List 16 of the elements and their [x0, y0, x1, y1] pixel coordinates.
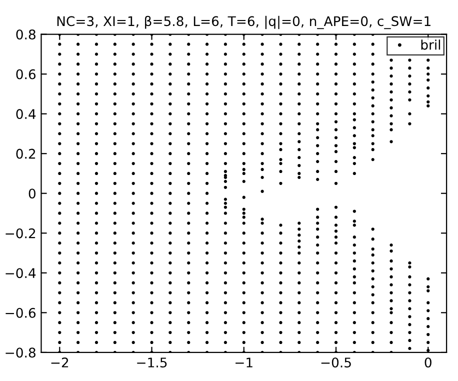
legend-label: bril: [421, 40, 440, 50]
x-tick-label: 0: [424, 358, 432, 368]
y-tick-label: 0.8: [16, 30, 36, 40]
y-tick-label: −0.8: [6, 348, 36, 358]
x-tick-label: −0.5: [321, 358, 351, 368]
y-tick-label: 0.4: [16, 109, 36, 120]
y-tick-label: −0.2: [6, 228, 36, 238]
y-tick-label: −0.6: [6, 308, 36, 318]
x-tick-label: −1: [236, 358, 252, 368]
x-tick-label: −2: [51, 358, 68, 368]
x-tick-label: −1.5: [137, 358, 167, 368]
chart-title: NC=3, XI=1, β=5.8, L=6, T=6, |q|=0, n_APE=0, c_SW=1: [57, 16, 430, 30]
y-tick-label: −0.4: [6, 268, 36, 278]
y-tick-label: 0.2: [16, 148, 36, 159]
y-tick-label: 0.6: [16, 69, 36, 80]
y-tick-label: 0: [28, 188, 36, 199]
